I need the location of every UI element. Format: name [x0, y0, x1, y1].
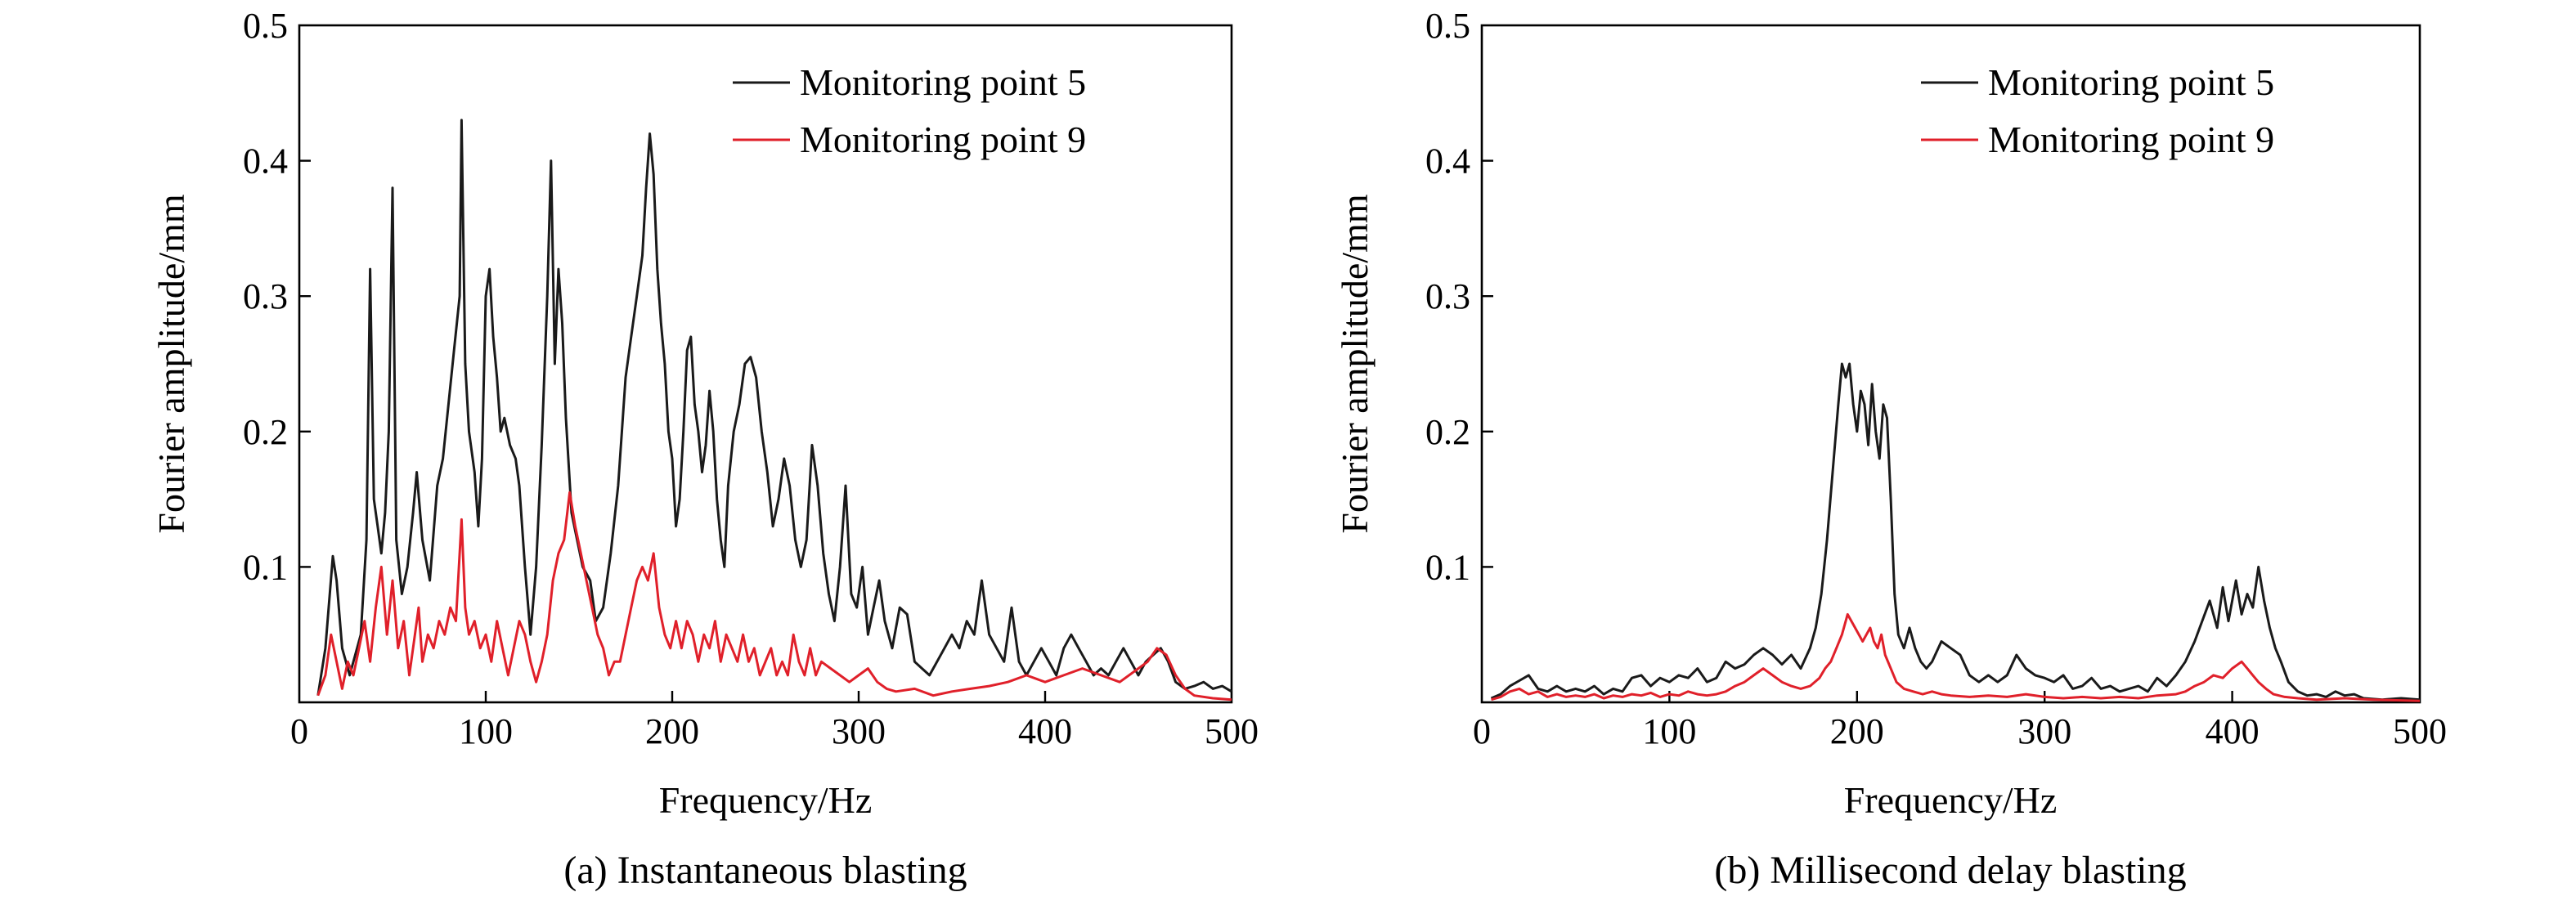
x-tick-label-b-3: 300 [2017, 711, 2071, 751]
series-b [1490, 362, 2421, 702]
y-tick-label-b-4: 0.5 [1425, 6, 1470, 46]
y-tick-label-b-2: 0.3 [1425, 276, 1470, 316]
series-a [316, 119, 1232, 702]
series-line-a-2 [316, 491, 1232, 702]
y-tick-label-a-4: 0.5 [243, 6, 288, 46]
legend-label-b-2: Monitoring point 9 [1988, 119, 2274, 160]
legend-label-b-1: Monitoring point 5 [1988, 61, 2274, 103]
x-tick-label-b-4: 400 [2206, 711, 2260, 751]
legend-b: Monitoring point 5 Monitoring point 9 [1921, 61, 2274, 160]
x-tick-label-a-5: 500 [1205, 711, 1259, 751]
panel-b: 0 100 200 300 400 500 0.1 0.2 0.3 0.4 0.5 Monitori… [1334, 6, 2447, 892]
x-tick-label-a-3: 300 [832, 711, 886, 751]
series-line-b-2 [1491, 612, 2421, 702]
x-axis-title-a: Frequency/Hz [659, 779, 873, 821]
legend-label-a-1: Monitoring point 5 [800, 61, 1086, 103]
x-tick-label-b-0: 0 [1473, 711, 1491, 751]
legend-label-a-2: Monitoring point 9 [800, 119, 1086, 160]
x-tick-label-b-5: 500 [2393, 711, 2447, 751]
x-tick-label-a-1: 100 [459, 711, 513, 751]
y-tick-label-b-0: 0.1 [1425, 547, 1470, 587]
y-axis-title-a: Fourier amplitude/mm [150, 194, 192, 533]
y-tick-label-a-1: 0.2 [243, 412, 288, 452]
legend-a: Monitoring point 5 Monitoring point 9 [733, 61, 1086, 160]
x-tick-label-b-1: 100 [1642, 711, 1696, 751]
y-axis-title-b: Fourier amplitude/mm [1334, 194, 1376, 533]
caption-b: (b) Millisecond delay blasting [1714, 849, 2186, 892]
series-line-a-1 [316, 119, 1232, 696]
caption-a: (a) Instantaneous blasting [563, 849, 967, 892]
x-axis-title-b: Frequency/Hz [1844, 779, 2058, 821]
y-tick-label-b-1: 0.2 [1425, 412, 1470, 452]
x-tick-label-b-2: 200 [1830, 711, 1884, 751]
plot-frame-b [1480, 24, 2421, 704]
ticks-a [299, 159, 1047, 702]
y-tick-label-a-2: 0.3 [243, 276, 288, 316]
y-tick-label-a-3: 0.4 [243, 141, 288, 182]
panel-a: 0 100 200 300 400 500 0.1 0.2 0.3 0.4 0.5 Monitori… [150, 6, 1259, 892]
plot-frame-a [298, 24, 1233, 704]
ticks-b [1482, 159, 2233, 702]
y-tick-label-a-0: 0.1 [243, 547, 288, 587]
x-tick-label-a-0: 0 [290, 711, 308, 751]
tick-labels-a: 0 100 200 300 400 500 0.1 0.2 0.3 0.4 0.5 [243, 6, 1259, 751]
series-line-b-1 [1490, 362, 2421, 702]
y-tick-label-b-3: 0.4 [1425, 141, 1470, 182]
x-tick-label-a-2: 200 [645, 711, 699, 751]
x-tick-label-a-4: 400 [1018, 711, 1072, 751]
tick-labels-b: 0 100 200 300 400 500 0.1 0.2 0.3 0.4 0.5 [1425, 6, 2447, 751]
